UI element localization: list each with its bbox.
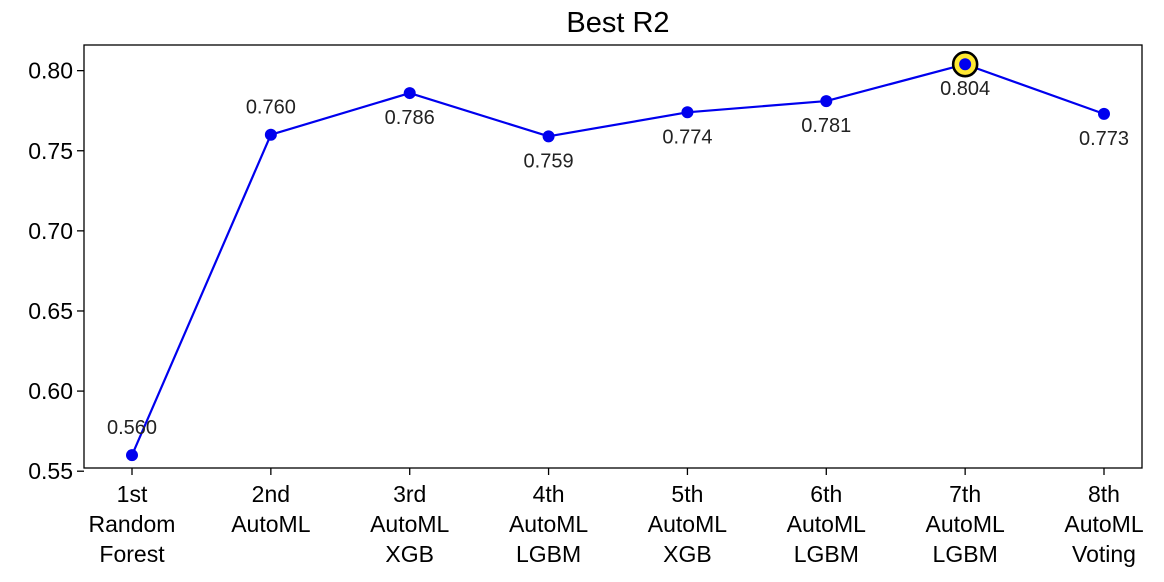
x-tick-label-line: XGB — [663, 541, 712, 567]
x-tick-label: 2nd AutoML — [231, 481, 310, 537]
x-tick-label-line: Voting — [1072, 541, 1136, 567]
series-line — [130, 63, 1105, 456]
data-label: 0.786 — [385, 107, 435, 129]
x-tick-label-line: XGB — [385, 541, 434, 567]
x-tick-label-line: 6th — [810, 481, 842, 507]
data-point — [959, 58, 972, 71]
y-tick-label: 0.65 — [28, 298, 73, 324]
x-tick-label-line: AutoML — [926, 511, 1005, 537]
x-tick-label: 1st Random Forest — [89, 481, 176, 567]
data-point — [542, 130, 555, 143]
data-label: 0.760 — [246, 97, 296, 119]
y-tick-label: 0.60 — [28, 378, 73, 404]
x-tick-label-line: 3rd — [393, 481, 426, 507]
data-label: 0.781 — [801, 115, 851, 137]
y-axis: 0.55 0.60 0.65 0.70 0.75 0.80 — [28, 58, 84, 484]
y-tick-label: 0.75 — [28, 138, 73, 164]
x-tick-label-line: AutoML — [648, 511, 727, 537]
data-point — [1098, 107, 1110, 120]
x-tick-label-line: 7th — [949, 481, 981, 507]
x-tick-label: 4th AutoML LGBM — [509, 481, 588, 567]
x-tick-label: 6th AutoML LGBM — [787, 481, 866, 567]
x-tick-label-line: LGBM — [516, 541, 581, 567]
x-tick-label-line: AutoML — [509, 511, 588, 537]
data-labels: 0.560 0.760 0.786 0.759 0.774 0.781 0.804 0.773 — [107, 78, 1129, 439]
x-tick-label: 7th AutoML LGBM — [926, 481, 1005, 567]
plot-area-frame — [83, 44, 1143, 469]
x-tick-label-line: AutoML — [231, 511, 310, 537]
x-tick-label-line: 2nd — [252, 481, 290, 507]
x-tick-label-line: AutoML — [370, 511, 449, 537]
y-tick-label: 0.55 — [28, 458, 73, 484]
x-tick-label-line: LGBM — [794, 541, 859, 567]
data-point — [126, 449, 138, 462]
x-tick-label: 8th AutoML Voting — [1064, 481, 1143, 567]
data-label: 0.759 — [524, 150, 574, 172]
data-label: 0.560 — [107, 417, 157, 439]
data-label: 0.774 — [662, 126, 712, 148]
x-tick-label-line: 1st — [117, 481, 148, 507]
y-tick-label: 0.80 — [28, 58, 73, 84]
data-point — [820, 95, 833, 108]
x-tick-label-line: AutoML — [1064, 511, 1143, 537]
x-tick-label-line: 4th — [533, 481, 565, 507]
data-point — [681, 106, 694, 119]
data-label: 0.773 — [1079, 128, 1129, 150]
x-axis: 1st Random Forest 2nd AutoML 3rd AutoML XGB 4th A… — [89, 468, 1144, 567]
data-label: 0.804 — [940, 78, 990, 100]
y-tick-label: 0.70 — [28, 218, 73, 244]
chart-title: Best R2 — [566, 7, 669, 39]
series-r2 — [126, 50, 1110, 462]
x-tick-label-line: Random — [89, 511, 176, 537]
x-tick-label: 3rd AutoML XGB — [370, 481, 449, 567]
data-point — [264, 128, 277, 141]
x-tick-label-line: 5th — [671, 481, 703, 507]
x-tick-label-line: Forest — [99, 541, 165, 567]
x-tick-label: 5th AutoML XGB — [648, 481, 727, 567]
data-point — [403, 87, 416, 100]
x-tick-label-line: AutoML — [787, 511, 866, 537]
x-tick-label-line: 8th — [1088, 481, 1120, 507]
x-tick-label-line: LGBM — [933, 541, 998, 567]
